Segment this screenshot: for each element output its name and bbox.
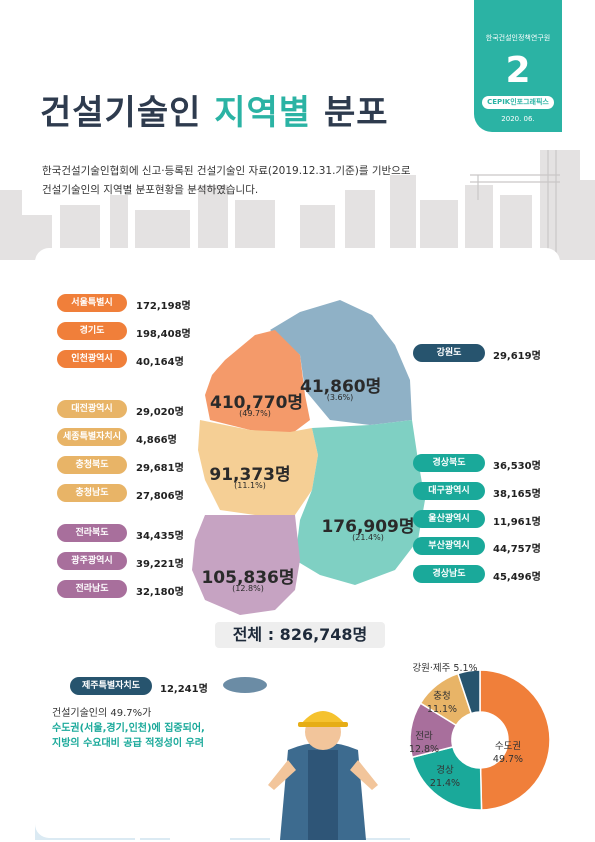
left-tag-6: 충청남도 bbox=[57, 484, 127, 502]
callout-text: 건설기술인의 49.7%가 수도권(서울,경기,인천)에 집중되어, 지방의 수… bbox=[52, 706, 248, 751]
region-total-capital: 410,770명 bbox=[210, 393, 304, 413]
title-highlight: 지역별 bbox=[214, 93, 312, 133]
map-region-gyeongsang bbox=[295, 420, 425, 585]
left-value-6: 27,806명 bbox=[136, 491, 184, 502]
donut-label-name-1: 경상 bbox=[436, 765, 454, 776]
donut-label-pct-4: 5.1% bbox=[453, 663, 478, 674]
donut-label-name-2: 전라 bbox=[415, 731, 433, 742]
left-value-9: 32,180명 bbox=[136, 587, 184, 598]
map-region-jeolla bbox=[192, 515, 300, 615]
page-title: 건설기술인 지역별 분포 bbox=[40, 85, 389, 134]
left-value-3: 29,020명 bbox=[136, 407, 184, 418]
worker-illustration bbox=[268, 711, 378, 840]
left-value-8: 39,221명 bbox=[136, 559, 184, 570]
title-part2: 분포 bbox=[323, 93, 389, 133]
series-badge: 한국건설인정책연구원 2 CEPIK인포그래픽스 2020. 06. bbox=[474, 0, 562, 132]
right-value-2: 38,165명 bbox=[493, 489, 541, 500]
badge-date: 2020. 06. bbox=[501, 115, 535, 123]
donut-label-4: 강원·제주 5.1% bbox=[410, 662, 480, 675]
left-value-2: 40,164명 bbox=[136, 357, 184, 368]
right-tag-4: 부산광역시 bbox=[413, 537, 485, 555]
total-count: 전체 : 826,748명 bbox=[215, 622, 385, 648]
donut-label-2: 전라 12.8% bbox=[404, 730, 444, 756]
right-tag-0: 강원도 bbox=[413, 344, 485, 362]
donut-label-pct-3: 11.1% bbox=[426, 704, 458, 715]
region-pct-gyeongsang: (21.4%) bbox=[352, 533, 384, 542]
description-line1: 한국건설기술인협회에 신고·등록된 건설기술인 자료(2019.12.31.기준… bbox=[42, 165, 411, 177]
region-total-jeolla: 105,836명 bbox=[201, 568, 295, 588]
left-tag-2: 인천광역시 bbox=[57, 350, 127, 368]
donut-hole bbox=[453, 713, 507, 767]
map-region-chungcheong bbox=[198, 420, 318, 515]
donut-label-pct-2: 12.8% bbox=[408, 744, 440, 755]
region-pct-chungcheong: (11.1%) bbox=[234, 481, 266, 490]
right-tag-1: 경상북도 bbox=[413, 454, 485, 472]
donut-label-0: 수도권 49.7% bbox=[488, 740, 528, 766]
region-pct-jeolla: (12.8%) bbox=[232, 584, 264, 593]
left-value-0: 172,198명 bbox=[136, 301, 191, 312]
donut-label-name-4: 강원·제주 bbox=[412, 663, 451, 674]
left-tag-7: 전라북도 bbox=[57, 524, 127, 542]
left-value-1: 198,408명 bbox=[136, 329, 191, 340]
donut-slice-0 bbox=[479, 669, 551, 811]
donut-label-pct-0: 49.7% bbox=[492, 754, 524, 765]
donut-label-pct-1: 21.4% bbox=[429, 778, 461, 789]
left-tag-3: 대전광역시 bbox=[57, 400, 127, 418]
region-total-chungcheong: 91,373명 bbox=[209, 465, 291, 485]
callout-line1: 건설기술인의 49.7%가 bbox=[52, 708, 152, 719]
donut-label-name-3: 충청 bbox=[433, 691, 451, 702]
right-value-4: 44,757명 bbox=[493, 544, 541, 555]
left-tag-0: 서울특별시 bbox=[57, 294, 127, 312]
map-region-gangwon bbox=[270, 300, 412, 425]
left-tag-4: 세종특별자치시 bbox=[57, 428, 127, 446]
left-tag-1: 경기도 bbox=[57, 322, 127, 340]
right-tag-3: 울산광역시 bbox=[413, 510, 485, 528]
donut-label-1: 경상 21.4% bbox=[425, 764, 465, 790]
right-value-1: 36,530명 bbox=[493, 461, 541, 472]
value-jeju: 12,241명 bbox=[160, 684, 208, 695]
donut-label-3: 충청 11.1% bbox=[422, 690, 462, 716]
callout-line2: 수도권(서울,경기,인천)에 집중되어, bbox=[52, 723, 205, 734]
right-value-3: 11,961명 bbox=[493, 517, 541, 528]
left-value-7: 34,435명 bbox=[136, 531, 184, 542]
region-total-gyeongsang: 176,909명 bbox=[321, 517, 415, 537]
region-total-gangwon: 41,860명 bbox=[300, 377, 382, 397]
right-tag-5: 경상남도 bbox=[413, 565, 485, 583]
right-tag-2: 대구광역시 bbox=[413, 482, 485, 500]
right-value-0: 29,619명 bbox=[493, 351, 541, 362]
map-region-capital bbox=[205, 330, 310, 435]
title-part1: 건설기술인 bbox=[40, 93, 202, 133]
donut-label-name-0: 수도권 bbox=[494, 741, 522, 752]
region-pct-gangwon: (3.6%) bbox=[326, 393, 354, 402]
donut-slice-4 bbox=[457, 669, 481, 715]
distribution-donut-chart bbox=[409, 669, 551, 811]
map-region-jeju bbox=[223, 677, 267, 693]
left-value-5: 29,681명 bbox=[136, 463, 184, 474]
description-line2: 건설기술인의 지역별 분포현황을 분석하였습니다. bbox=[42, 184, 259, 196]
right-value-5: 45,496명 bbox=[493, 572, 541, 583]
badge-series: CEPIK인포그래픽스 bbox=[482, 96, 554, 109]
badge-number: 2 bbox=[505, 50, 531, 91]
left-tag-9: 전라남도 bbox=[57, 580, 127, 598]
callout-line3: 지방의 수요대비 공급 적정성이 우려 bbox=[52, 738, 204, 749]
badge-org: 한국건설인정책연구원 bbox=[485, 34, 551, 42]
left-value-4: 4,866명 bbox=[136, 435, 177, 446]
tag-jeju: 제주특별자치도 bbox=[70, 677, 152, 695]
left-tag-5: 충청북도 bbox=[57, 456, 127, 474]
left-tag-8: 광주광역시 bbox=[57, 552, 127, 570]
donut-slice-1 bbox=[411, 746, 483, 811]
description: 한국건설기술인협회에 신고·등록된 건설기술인 자료(2019.12.31.기준… bbox=[42, 162, 472, 200]
region-pct-capital: (49.7%) bbox=[239, 409, 271, 418]
